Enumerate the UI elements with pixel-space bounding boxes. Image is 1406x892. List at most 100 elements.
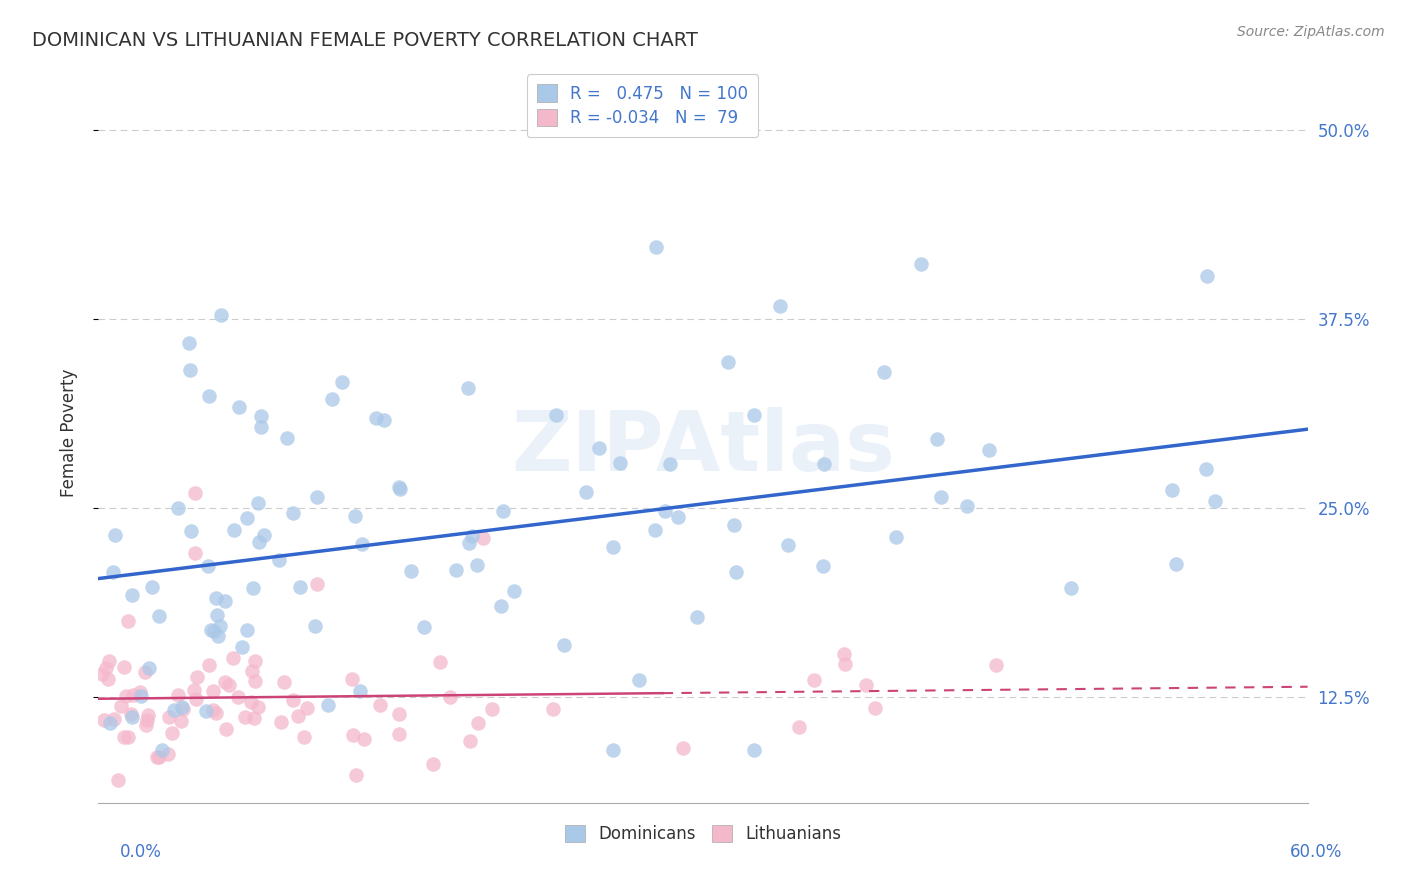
Point <box>387 480 409 494</box>
Point <box>332 375 354 389</box>
Point <box>602 540 624 554</box>
Point <box>787 720 810 734</box>
Point <box>872 365 894 379</box>
Point <box>97 654 120 668</box>
Point <box>1195 462 1218 476</box>
Point <box>813 458 835 472</box>
Point <box>742 408 765 422</box>
Point <box>243 711 266 725</box>
Point <box>129 690 152 704</box>
Point <box>472 532 495 546</box>
Point <box>342 727 364 741</box>
Point <box>186 670 208 684</box>
Point <box>117 615 139 629</box>
Point <box>349 683 371 698</box>
Point <box>553 638 575 652</box>
Point <box>205 591 228 605</box>
Point <box>984 658 1007 673</box>
Point <box>243 673 266 688</box>
Point <box>1204 493 1226 508</box>
Point <box>461 529 484 543</box>
Point <box>222 523 245 537</box>
Point <box>350 537 373 551</box>
Point <box>1161 483 1184 498</box>
Point <box>1060 581 1083 595</box>
Point <box>183 683 205 698</box>
Point <box>209 308 232 322</box>
Point <box>167 689 190 703</box>
Point <box>148 750 170 764</box>
Point <box>150 743 173 757</box>
Point <box>120 706 142 721</box>
Point <box>353 732 375 747</box>
Point <box>94 661 117 675</box>
Point <box>247 535 270 549</box>
Point <box>834 657 856 671</box>
Point <box>368 698 391 712</box>
Point <box>723 518 745 533</box>
Point <box>644 523 666 537</box>
Point <box>929 490 952 504</box>
Point <box>502 584 524 599</box>
Point <box>467 715 489 730</box>
Point <box>104 528 127 542</box>
Point <box>160 726 183 740</box>
Point <box>388 706 411 721</box>
Point <box>686 610 709 624</box>
Point <box>247 700 270 714</box>
Point <box>218 678 240 692</box>
Point <box>236 511 259 525</box>
Point <box>373 413 395 427</box>
Point <box>180 524 202 539</box>
Point <box>546 408 568 422</box>
Point <box>803 673 825 687</box>
Point <box>226 690 249 705</box>
Point <box>492 504 515 518</box>
Point <box>136 708 159 723</box>
Point <box>214 675 236 690</box>
Point <box>778 538 800 552</box>
Point <box>465 558 488 572</box>
Point <box>138 661 160 675</box>
Point <box>489 599 512 613</box>
Point <box>287 709 309 723</box>
Point <box>134 665 156 680</box>
Point <box>112 730 135 744</box>
Point <box>101 565 124 579</box>
Point <box>250 409 273 424</box>
Point <box>240 694 263 708</box>
Point <box>112 660 135 674</box>
Point <box>197 389 219 403</box>
Point <box>439 690 461 705</box>
Point <box>242 581 264 595</box>
Point <box>446 563 468 577</box>
Point <box>401 564 423 578</box>
Text: ZIPAtlas: ZIPAtlas <box>510 407 896 488</box>
Y-axis label: Female Poverty: Female Poverty <box>59 368 77 497</box>
Point <box>977 443 1000 458</box>
Point <box>250 420 273 434</box>
Point <box>269 553 291 567</box>
Point <box>270 714 292 729</box>
Point <box>855 678 877 692</box>
Point <box>186 691 208 706</box>
Point <box>602 743 624 757</box>
Point <box>177 335 200 350</box>
Point <box>388 727 411 741</box>
Point <box>1195 268 1218 283</box>
Point <box>457 381 479 395</box>
Point <box>201 684 224 698</box>
Point <box>170 700 193 714</box>
Point <box>184 486 207 500</box>
Point <box>304 619 326 633</box>
Point <box>295 701 318 715</box>
Point <box>644 240 666 254</box>
Point <box>205 607 228 622</box>
Point <box>863 701 886 715</box>
Point <box>184 547 207 561</box>
Point <box>422 756 444 771</box>
Point <box>172 702 194 716</box>
Point <box>628 673 651 687</box>
Point <box>121 588 143 602</box>
Point <box>163 703 186 717</box>
